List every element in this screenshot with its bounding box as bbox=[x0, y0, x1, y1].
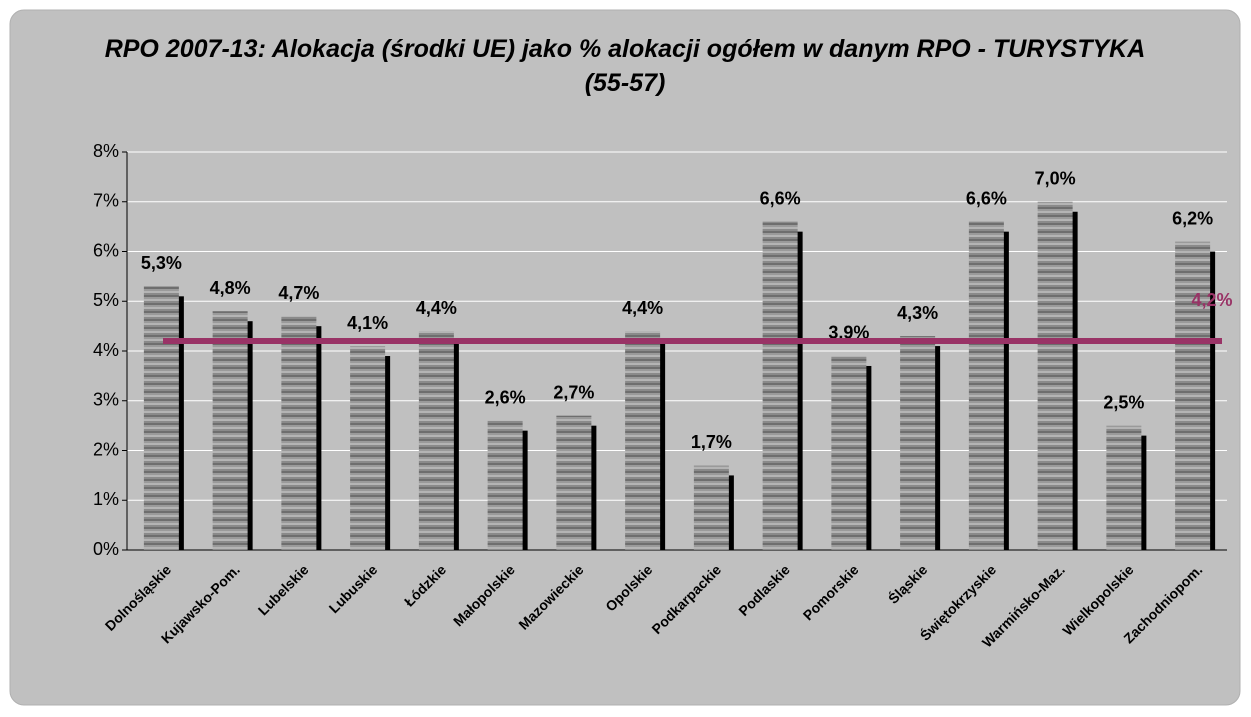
value-label: 5,3% bbox=[141, 253, 182, 273]
bar bbox=[900, 336, 936, 550]
average-label: 4,2% bbox=[1191, 290, 1232, 310]
y-tick-label: 0% bbox=[93, 539, 119, 559]
bar bbox=[1175, 241, 1211, 551]
value-label: 6,6% bbox=[966, 188, 1007, 208]
bar bbox=[212, 311, 248, 550]
chart-title: RPO 2007-13: Alokacja (środki UE) jako %… bbox=[104, 35, 1146, 97]
value-label: 2,7% bbox=[553, 382, 594, 402]
value-label: 4,8% bbox=[210, 278, 251, 298]
y-tick-label: 3% bbox=[93, 390, 119, 410]
value-label: 2,6% bbox=[485, 387, 526, 407]
bar bbox=[968, 221, 1004, 550]
value-label: 4,4% bbox=[416, 298, 457, 318]
bar bbox=[693, 465, 729, 550]
value-label: 6,2% bbox=[1172, 208, 1213, 228]
value-label: 4,7% bbox=[278, 283, 319, 303]
y-tick-label: 2% bbox=[93, 439, 119, 459]
value-label: 4,1% bbox=[347, 313, 388, 333]
value-label: 2,5% bbox=[1103, 392, 1144, 412]
value-label: 4,4% bbox=[622, 298, 663, 318]
bar bbox=[831, 355, 867, 550]
y-tick-label: 8% bbox=[93, 141, 119, 161]
value-label: 1,7% bbox=[691, 432, 732, 452]
value-label: 4,3% bbox=[897, 303, 938, 323]
y-tick-label: 6% bbox=[93, 240, 119, 260]
bar bbox=[1037, 201, 1073, 550]
bar bbox=[350, 346, 386, 550]
bar bbox=[418, 331, 454, 550]
value-label: 7,0% bbox=[1035, 169, 1076, 189]
bar bbox=[143, 286, 179, 550]
y-tick-label: 1% bbox=[93, 489, 119, 509]
bar bbox=[281, 316, 317, 550]
value-label: 3,9% bbox=[828, 323, 869, 343]
value-label: 6,6% bbox=[760, 188, 801, 208]
bar bbox=[556, 415, 592, 550]
y-tick-label: 5% bbox=[93, 290, 119, 310]
bar bbox=[762, 221, 798, 550]
y-tick-label: 4% bbox=[93, 340, 119, 360]
y-tick-label: 7% bbox=[93, 191, 119, 211]
bar bbox=[1106, 425, 1142, 550]
bar bbox=[487, 420, 523, 550]
bar bbox=[625, 331, 661, 550]
